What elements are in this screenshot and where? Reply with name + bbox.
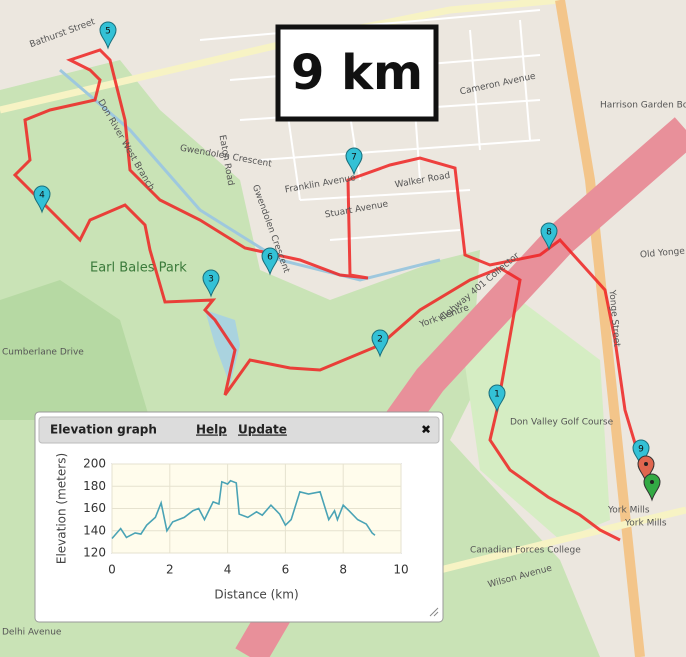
x-axis-label: Distance (km) xyxy=(214,588,298,602)
x-tick-label: 10 xyxy=(393,563,408,577)
marker-pin xyxy=(632,439,650,468)
marker-number: 9 xyxy=(638,445,644,455)
marker-pin xyxy=(99,21,117,50)
close-button[interactable]: ✖ xyxy=(421,423,431,437)
marker-number: 8 xyxy=(546,228,552,238)
marker-number: 6 xyxy=(267,253,273,263)
help-link[interactable]: Help xyxy=(196,423,227,437)
map-label: Harrison Garden Boulevard xyxy=(600,101,686,111)
marker-pin xyxy=(202,269,220,298)
y-tick-label: 200 xyxy=(83,457,106,471)
marker-number: 3 xyxy=(208,275,214,285)
x-tick-label: 2 xyxy=(166,563,174,577)
marker-number: 2 xyxy=(377,335,383,345)
end-pin xyxy=(643,473,661,502)
marker-pin xyxy=(345,147,363,176)
map-label: Cumberlane Drive xyxy=(2,348,84,358)
y-tick-label: 160 xyxy=(83,501,106,515)
x-tick-label: 4 xyxy=(224,563,232,577)
marker-number: 7 xyxy=(351,153,357,163)
resize-handle xyxy=(429,607,439,617)
y-tick-label: 180 xyxy=(83,479,106,493)
y-axis-label: Elevation (meters) xyxy=(55,453,69,564)
map-label: York Mills xyxy=(607,506,650,516)
map-label: Earl Bales Park xyxy=(90,261,187,276)
end-pin-dot xyxy=(644,462,648,466)
marker-number: 4 xyxy=(39,191,45,201)
map-label: Delhi Avenue xyxy=(2,628,62,638)
wood-area xyxy=(0,280,150,420)
y-tick-label: 120 xyxy=(83,546,106,560)
marker-pin xyxy=(33,185,51,214)
elevation-chart: 120 140 160 180 200 0 2 4 6 8 10 Distance (km) Eleva… xyxy=(55,453,409,602)
golf-area xyxy=(460,300,610,540)
marker-pin xyxy=(261,247,279,276)
panel-titlebar xyxy=(38,416,440,444)
panel-title: Elevation graph xyxy=(50,423,157,437)
update-link[interactable]: Update xyxy=(238,423,287,437)
marker-number: 5 xyxy=(105,27,111,37)
x-tick-label: 8 xyxy=(339,563,347,577)
wilson-avenue xyxy=(439,506,686,574)
marker-pin xyxy=(540,222,558,251)
end-pin-dot xyxy=(650,480,654,484)
elevation-line xyxy=(111,479,376,540)
marker-pin xyxy=(488,384,506,413)
route xyxy=(12,48,652,542)
river xyxy=(59,68,441,282)
map-label: Don Valley Golf Course xyxy=(510,418,614,428)
route-markers: 1 2 3 4 5 6 7 8 9 xyxy=(33,21,661,502)
distance-text: 9 km xyxy=(291,45,423,101)
map-label: Canadian Forces College xyxy=(470,546,581,556)
y-tick-label: 140 xyxy=(83,523,106,537)
distance-box xyxy=(275,24,439,122)
yonge-street xyxy=(555,0,645,657)
marker-pin xyxy=(371,329,389,358)
marker-number: 1 xyxy=(494,390,500,400)
x-tick-label: 0 xyxy=(108,563,116,577)
map-label: York Mills xyxy=(624,519,667,529)
x-tick-label: 6 xyxy=(282,563,290,577)
end-pin xyxy=(637,455,655,484)
